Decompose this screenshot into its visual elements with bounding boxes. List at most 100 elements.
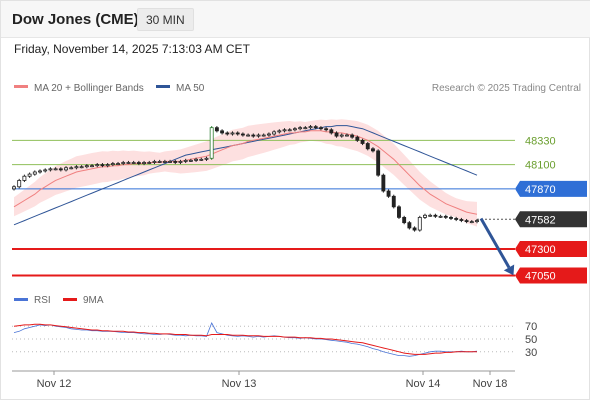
candle-body [230,132,235,135]
candle-body [397,206,401,218]
candle-body [12,186,16,190]
candle-body [256,134,261,137]
candle-body [178,161,183,163]
candle-body [214,127,219,132]
rsi-legend-swatch [14,298,28,301]
candle-body [168,161,173,163]
candle-body [292,128,297,131]
candle-body [443,215,448,218]
candle-body [204,157,209,160]
candle-body [360,139,365,144]
rsi-tick-label-50: 50 [525,334,537,346]
price-panel: 48330 48100 47870 47582 47300 47050 [12,119,587,284]
candle-body [402,216,407,224]
candle-body [365,143,370,150]
candle-body [313,126,318,129]
candle-body [324,128,329,131]
candle-body [84,165,89,168]
candle-body [126,162,131,164]
candle-body [157,161,162,163]
x-tick-label: Nov 14 [406,378,441,390]
candle-body [376,150,381,176]
candle-body [69,167,74,170]
ma20-legend-swatch [14,85,28,88]
candle-body [334,132,339,137]
candle-body [136,162,141,164]
candle-body [188,159,193,162]
candle-body [225,132,230,135]
rsi-tick-label-70: 70 [525,321,537,333]
ma50-legend-label: MA 50 [176,83,205,94]
candle-body [110,163,115,166]
candle-body [329,129,334,134]
candle-body [350,134,355,138]
rsi-tick-label-30: 30 [525,347,537,359]
pivot-label-47870: 47870 [525,184,556,196]
candle-body [449,216,453,219]
candle-body [194,158,199,161]
candle-body [38,170,42,173]
rsi-ma-legend-swatch [63,298,77,301]
resistance-label-48330: 48330 [525,135,556,147]
candle-body [116,163,120,165]
candle-body [240,133,245,136]
forecast-arrow-shaft [479,217,511,269]
candle-body [407,222,412,229]
rsi-line [13,322,478,357]
candle-body [438,215,443,218]
candle-body [339,134,344,137]
candle-body [147,162,152,164]
timestamp-label: Friday, November 14, 2025 7:13:03 AM CET [14,42,250,56]
candle-body [173,161,178,163]
candle-body [381,174,386,192]
candle-body [454,218,459,220]
ma20-legend-label: MA 20 + Bollinger Bands [34,83,144,94]
support-label-47050: 47050 [525,270,556,282]
candle-body [266,133,271,136]
timeframe-badge[interactable]: 30 MIN [137,8,194,31]
candle-body [355,136,360,141]
candle-body [58,168,63,171]
rsi-ma-line [13,323,477,355]
candle-body [95,164,100,167]
candle-body [22,175,27,181]
candle-body [183,159,188,162]
current-label-47582: 47582 [525,214,556,226]
candle-body [459,219,464,221]
candle-body [277,130,282,133]
candle-body [100,164,105,167]
instrument-title: Dow Jones (CME) [12,11,139,28]
candle-body [74,166,79,169]
candle-body [272,131,277,135]
candle-body [423,214,427,218]
candle-body [121,162,126,164]
candle-body [464,220,469,223]
forecast-arrow-head [503,264,515,276]
candle-body [53,168,58,171]
candle-body [303,127,308,130]
current-label-box-47582 [515,211,587,228]
candle-body [209,127,214,159]
candle-body [152,161,157,163]
chart-header: Dow Jones (CME) 30 MIN [1,1,590,38]
candle-body [298,127,303,130]
candle-body [371,148,375,152]
resistance-label-48100: 48100 [525,160,556,172]
support-label-box-47050 [515,267,587,284]
rsi-legend-label: RSI [34,295,51,306]
candle-body [412,227,417,231]
support-label-47300: 47300 [525,244,556,256]
candle-body [246,134,251,137]
candle-body [48,168,53,171]
candle-body [391,195,396,208]
candle-body [251,134,256,137]
candle-body [261,134,266,137]
candle-body [345,134,349,137]
candle-body [220,130,225,134]
ma20-line [13,130,478,215]
candle-body [90,165,94,168]
candle-body [469,221,474,224]
